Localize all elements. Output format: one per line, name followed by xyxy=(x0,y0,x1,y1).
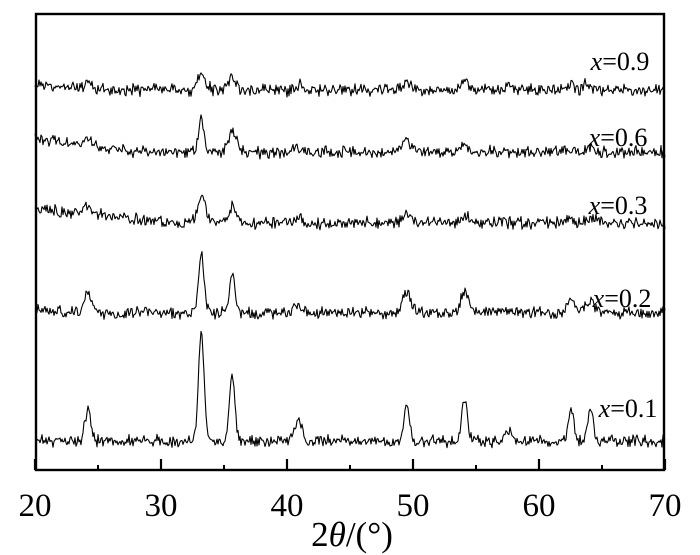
series-label-0.2: x=0.2 xyxy=(592,284,652,313)
series-label-0.3: x=0.3 xyxy=(588,191,648,220)
series-label-0.1: x=0.1 xyxy=(598,394,658,423)
x-axis-title: 2θ/(°) xyxy=(311,515,393,554)
x-tick-label: 20 xyxy=(19,488,52,524)
x-axis-ticks xyxy=(33,459,667,470)
x-axis-tick-labels: 20 30 40 50 60 70 xyxy=(19,488,682,524)
traces xyxy=(34,72,666,449)
trace-0.3 xyxy=(34,194,666,231)
trace-0.1 xyxy=(34,330,666,449)
x-axis-title-group: 2θ/(°) xyxy=(311,515,393,554)
series-label-0.9: x=0.9 xyxy=(590,47,650,76)
series-labels: x=0.9 x=0.6 x=0.3 x=0.2 x=0.1 xyxy=(588,47,658,423)
plot-frame-group xyxy=(34,12,666,472)
x-tick-label: 50 xyxy=(397,488,430,524)
x-tick-label: 60 xyxy=(523,488,556,524)
trace-0.6 xyxy=(34,114,666,160)
x-tick-label: 30 xyxy=(145,488,178,524)
x-tick-label: 40 xyxy=(271,488,304,524)
x-tick-label: 70 xyxy=(649,488,682,524)
plot-frame xyxy=(34,12,666,472)
trace-0.2 xyxy=(34,251,666,320)
series-label-0.6: x=0.6 xyxy=(588,123,648,152)
trace-0.9 xyxy=(34,72,666,98)
